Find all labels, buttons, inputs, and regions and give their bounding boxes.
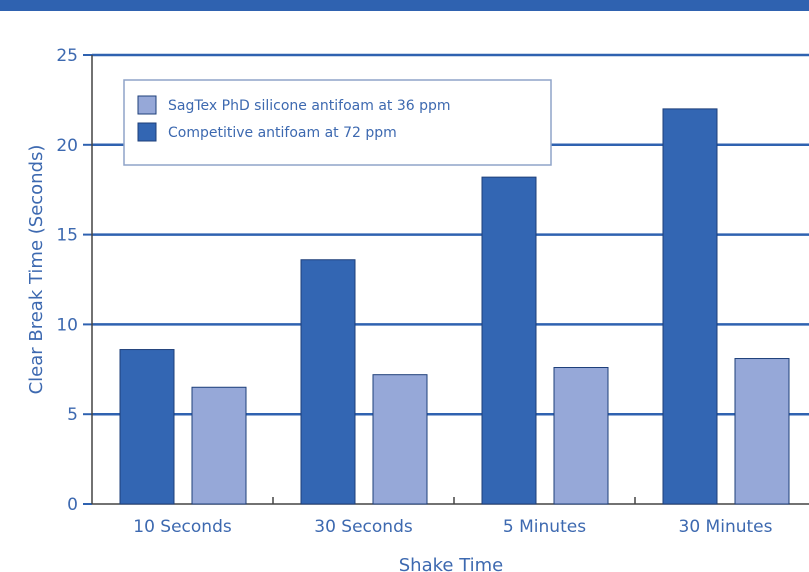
legend-label: SagTex PhD silicone antifoam at 36 ppm: [168, 98, 451, 114]
top-banner-stripe: [0, 0, 809, 11]
bar-sagtex: [373, 375, 427, 504]
legend-swatch: [138, 96, 156, 114]
bar-competitive: [301, 260, 355, 504]
y-tick-label: 20: [56, 136, 78, 156]
x-tick-label: 5 Minutes: [503, 517, 586, 537]
y-tick-label: 25: [56, 46, 78, 66]
y-tick-label: 15: [56, 226, 78, 246]
bar-competitive: [663, 109, 717, 504]
x-tick-label: 30 Minutes: [679, 517, 773, 537]
x-tick-label: 10 Seconds: [133, 517, 232, 537]
legend-box: [124, 80, 551, 165]
legend-swatch: [138, 123, 156, 141]
x-axis-label: Shake Time: [399, 555, 504, 572]
bar-competitive: [482, 177, 536, 504]
y-tick-label: 5: [67, 405, 78, 425]
y-tick-label: 0: [67, 495, 78, 515]
legend: SagTex PhD silicone antifoam at 36 ppm Co…: [124, 80, 551, 165]
bar-sagtex: [735, 359, 789, 504]
x-tick-label: 30 Seconds: [314, 517, 413, 537]
y-tick-label: 10: [56, 315, 78, 335]
bar-competitive: [120, 350, 174, 504]
bar-sagtex: [192, 387, 246, 504]
bars: [120, 109, 789, 504]
y-axis-label: Clear Break Time (Seconds): [26, 145, 47, 395]
legend-label: Competitive antifoam at 72 ppm: [168, 125, 397, 141]
bar-sagtex: [554, 368, 608, 504]
